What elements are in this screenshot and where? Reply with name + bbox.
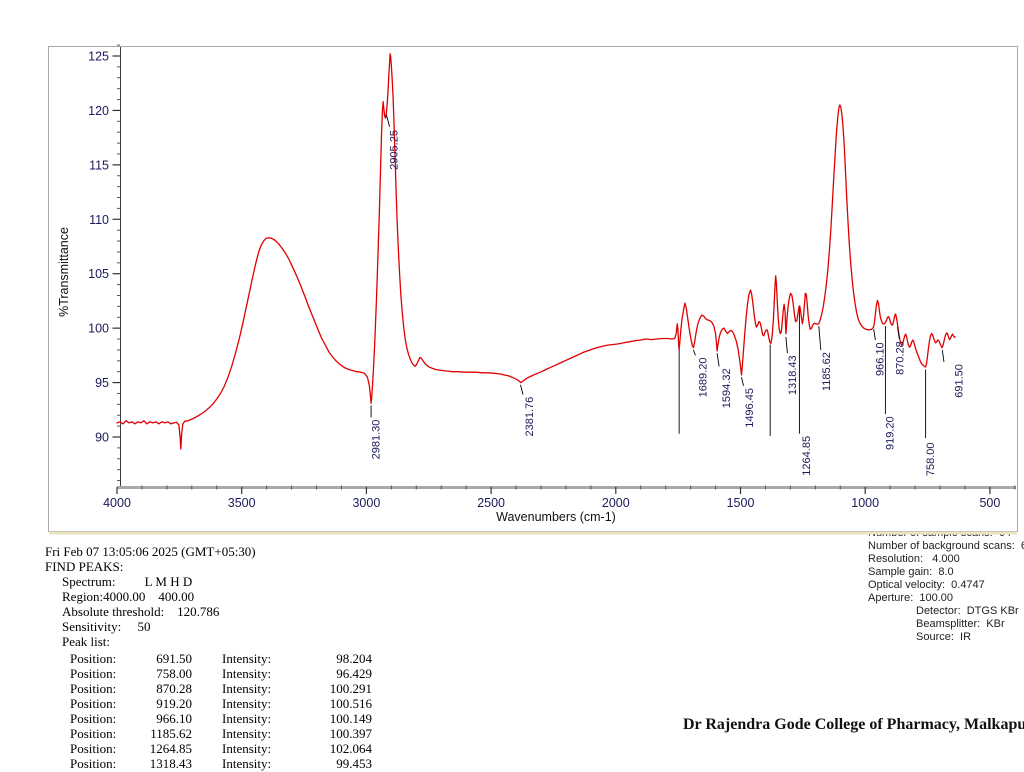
peak-leader-line [873, 329, 876, 341]
peak-list-row: Position: 966.10 Intensity: 100.149 [0, 711, 460, 726]
position-label: Position: [70, 756, 117, 771]
peak-label: 691.50 [953, 364, 965, 398]
peak-leader-line [520, 384, 524, 395]
peak-label: 1318.43 [787, 355, 799, 395]
x-tick-label: 1000 [851, 496, 879, 510]
report-field: Absolute threshold: 120.786 [62, 604, 220, 619]
intensity-value: 96.429 [336, 666, 372, 681]
peak-list-row: Position: 1318.43 Intensity: 99.453 [0, 756, 460, 771]
peak-list-row: Position: 758.00 Intensity: 96.429 [0, 666, 460, 681]
intensity-label: Intensity: [222, 711, 272, 726]
position-label: Position: [70, 666, 117, 681]
peak-label: 919.20 [884, 416, 896, 450]
peak-leader-line [716, 353, 720, 367]
report-header: FIND PEAKS: [45, 559, 124, 574]
param-line: Number of sample scans: 64 [868, 527, 1012, 539]
peak-list-row: Position: 691.50 Intensity: 98.204 [0, 651, 460, 666]
param-line: Source: IR [916, 631, 972, 643]
x-tick-label: 2000 [602, 496, 630, 510]
peak-label: 966.10 [874, 342, 886, 376]
position-value: 870.28 [156, 681, 192, 696]
param-line: Number of background scans: 64 [868, 540, 1024, 552]
position-value: 1318.43 [149, 756, 192, 771]
peak-leader-line [897, 327, 900, 340]
report-field: Peak list: [62, 634, 111, 649]
peak-label: 1594.32 [721, 368, 733, 408]
x-tick-label: 1500 [727, 496, 755, 510]
intensity-value: 100.397 [329, 726, 372, 741]
peak-label: 870.28 [895, 341, 907, 375]
x-tick-label: 500 [979, 496, 1000, 510]
find-peaks-report: Fri Feb 07 13:05:06 2025 (GMT+05:30) FIND… [0, 0, 460, 771]
intensity-value: 100.516 [329, 696, 372, 711]
peak-label: 1185.62 [821, 352, 833, 391]
param-line: Detector: DTGS KBr [916, 605, 1019, 617]
peak-list-row: Position: 870.28 Intensity: 100.291 [0, 681, 460, 696]
position-label: Position: [70, 696, 117, 711]
position-value: 966.10 [156, 711, 192, 726]
x-tick-label: 2500 [477, 496, 505, 510]
peak-label: 1689.20 [698, 358, 710, 398]
position-value: 1185.62 [150, 726, 192, 741]
report-field: Region:4000.00 400.00 [62, 589, 195, 604]
param-line: Sample gain: 8.0 [868, 566, 954, 578]
param-line: Beamsplitter: KBr [916, 618, 1005, 630]
collection-params-block: Number of sample scans: 64 Number of back… [868, 527, 1024, 644]
intensity-label: Intensity: [222, 651, 272, 666]
peak-list-row: Position: 1185.62 Intensity: 100.397 [0, 726, 460, 741]
college-name-footer: Dr Rajendra Gode College of Pharmacy, Ma… [683, 716, 1024, 733]
x-axis-title: Wavenumbers (cm-1) [496, 510, 616, 524]
position-value: 1264.85 [149, 741, 192, 756]
peak-leader-line [818, 325, 822, 350]
intensity-value: 100.149 [329, 711, 372, 726]
intensity-value: 102.064 [329, 741, 372, 756]
report-field: Spectrum: L M H D [62, 574, 193, 589]
intensity-label: Intensity: [222, 726, 272, 741]
peak-list-row: Position: 1264.85 Intensity: 102.064 [0, 741, 460, 756]
intensity-value: 100.291 [329, 681, 372, 696]
param-line: Aperture: 100.00 [868, 592, 954, 604]
peak-leader-line [785, 336, 788, 354]
position-value: 919.20 [156, 696, 192, 711]
param-line: Resolution: 4.000 [868, 553, 960, 565]
position-label: Position: [70, 741, 117, 756]
peak-leader-line [692, 349, 696, 356]
report-timestamp: Fri Feb 07 13:05:06 2025 (GMT+05:30) [45, 544, 256, 559]
intensity-label: Intensity: [222, 756, 272, 771]
position-label: Position: [70, 651, 117, 666]
report-field: Sensitivity: 50 [62, 619, 151, 634]
peak-label: 2381.76 [524, 397, 536, 437]
position-value: 758.00 [156, 666, 192, 681]
param-line: Optical velocity: 0.4747 [868, 579, 985, 591]
intensity-value: 98.204 [336, 651, 372, 666]
intensity-label: Intensity: [222, 696, 272, 711]
peak-label: 1496.45 [744, 388, 756, 428]
peak-list-row: Position: 919.20 Intensity: 100.516 [0, 696, 460, 711]
position-label: Position: [70, 726, 117, 741]
intensity-value: 99.453 [336, 756, 372, 771]
peak-label: 758.00 [925, 442, 937, 476]
peak-leader-line [741, 376, 744, 386]
position-label: Position: [70, 711, 117, 726]
intensity-label: Intensity: [222, 741, 272, 756]
peak-leader-line [941, 349, 945, 362]
intensity-label: Intensity: [222, 666, 272, 681]
position-value: 691.50 [156, 651, 192, 666]
intensity-label: Intensity: [222, 681, 272, 696]
position-label: Position: [70, 681, 117, 696]
peak-label: 1264.85 [801, 436, 813, 476]
